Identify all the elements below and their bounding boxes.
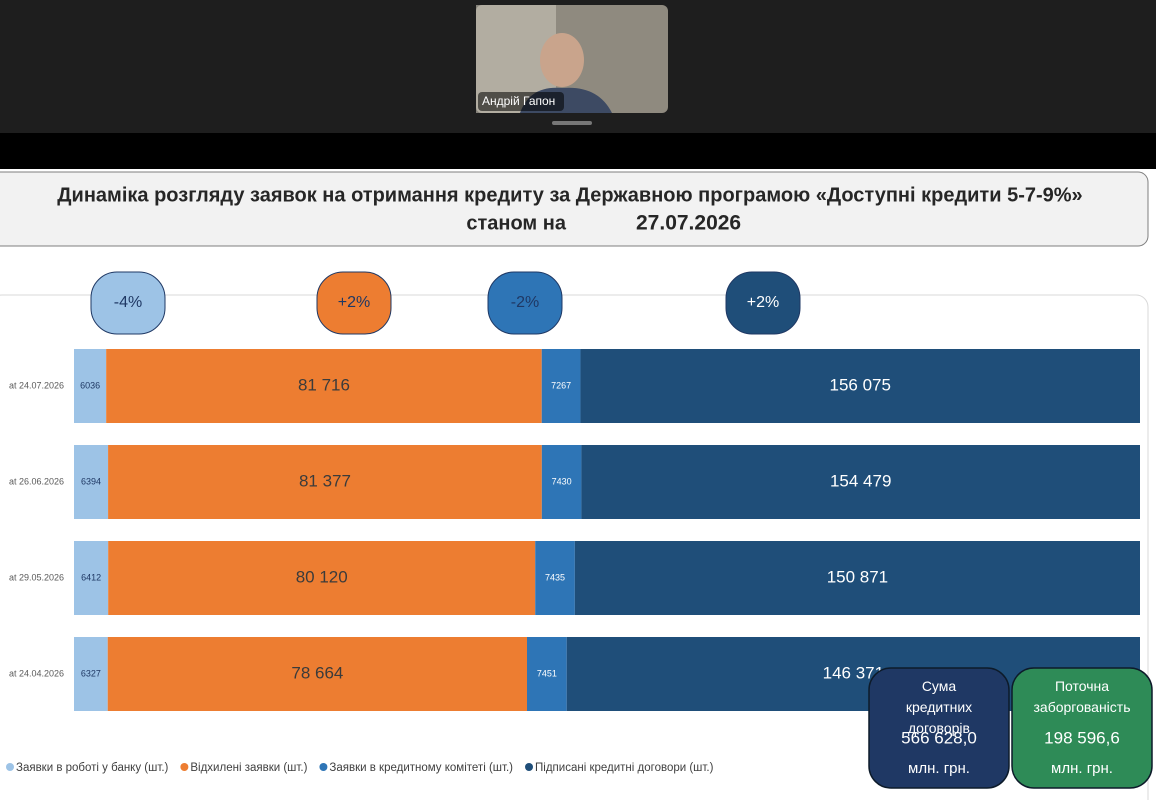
slide-title: Динаміка розгляду заявок на отримання кр… [57,184,1082,206]
summary-box [1011,667,1153,789]
bar-segment [527,637,567,711]
bar-segment [581,445,1140,519]
legend-label: Підписані кредитні договори (шт.) [535,762,714,774]
legend-label: Відхилені заявки (шт.) [190,762,307,774]
change-bubble [487,271,563,335]
title-box [0,171,1149,247]
data-label: 6327 [81,668,101,678]
data-label: 81 377 [299,471,351,490]
change-label: -4% [114,294,142,311]
summary-label-line: Поточна [1055,678,1109,694]
change-label: +2% [747,294,779,311]
data-label: 7267 [551,380,571,390]
data-label: 80 120 [296,567,348,586]
legend-marker [319,763,328,771]
summary-value: 566 628,0 [901,728,977,747]
summary-box [868,667,1010,789]
legend-label: Заявки в роботі у банку (шт.) [16,762,169,774]
video-tile[interactable]: Андрій Гапон [476,5,668,113]
bar-segment [580,349,1140,423]
change-bubble [316,271,392,335]
bar-segment [74,445,109,519]
participant-name: Андрій Гапон [482,94,555,108]
data-label: 156 075 [829,375,890,394]
category-label: at 29.05.2026 [9,572,64,582]
bar-segment [574,541,1140,615]
legend-label: Заявки в кредитному комітеті (шт.) [329,762,513,774]
data-label: 146 371 [823,663,884,682]
bar-segment [74,541,109,615]
summary-unit: млн. грн. [1051,760,1113,777]
summary-unit: млн. грн. [908,760,970,777]
call-gap [0,133,1156,169]
change-label: -2% [511,294,539,311]
category-label: at 26.06.2026 [9,476,64,486]
drag-handle[interactable] [552,121,592,125]
summary-label: Сума кредитних договорів [906,678,972,736]
data-label: 6036 [80,380,100,390]
data-label: 81 716 [298,375,350,394]
data-label: 6412 [81,572,101,582]
bar-segment [108,445,542,519]
summary-label-line: Сума [922,678,957,694]
change-bubble [725,271,801,335]
data-label: 154 479 [830,471,891,490]
legend-marker [180,763,189,771]
data-label: 7435 [545,572,565,582]
bar-segment [541,445,582,519]
legend-marker [6,763,14,771]
category-label: at 24.04.2026 [9,668,64,678]
bar-segment [108,541,536,615]
bar-segment [74,349,107,423]
data-label: 78 664 [291,663,343,682]
summary-label: Поточна заборгованість [1034,678,1131,715]
data-label: 150 871 [827,567,888,586]
change-label: +2% [338,294,370,311]
category-label: at 24.07.2026 [9,380,64,390]
legend-marker [525,763,534,771]
summary-label-line: договорів [908,720,970,736]
bar-segment [74,637,108,711]
summary-label-line: заборгованість [1034,699,1131,715]
bar-segment [106,349,542,423]
summary-label-line: кредитних [906,699,972,715]
data-label: 6394 [81,476,101,486]
bar-segment [541,349,581,423]
data-label: 7451 [537,668,557,678]
change-bubble [90,271,166,335]
bars [74,349,1140,711]
summary-value: 198 596,6 [1044,728,1120,747]
data-label: 7430 [552,476,572,486]
date: 27.07.2026 [636,212,741,235]
date-prefix: станом на [466,212,567,234]
bar-segment [107,637,528,711]
bar-segment [535,541,575,615]
